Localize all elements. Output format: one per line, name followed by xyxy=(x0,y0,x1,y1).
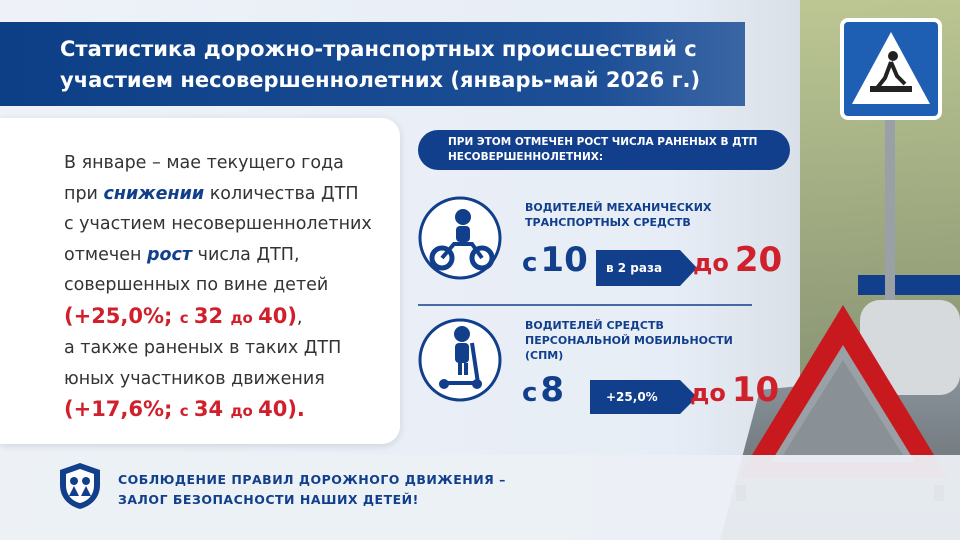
text-segment: , xyxy=(296,307,303,328)
footer-band xyxy=(0,455,960,540)
from-number: 8 xyxy=(540,370,565,410)
label-line: ВОДИТЕЛЕЙ МЕХАНИЧЕСКИХ xyxy=(525,201,712,214)
text-segment: 40). xyxy=(258,397,305,421)
title-line: Статистика дорожно-транспортных происшес… xyxy=(60,37,697,61)
text-segment: до xyxy=(230,402,259,420)
text-segment: а также раненых в таких ДТП xyxy=(64,338,342,358)
summary-line: с участием несовершеннолетних xyxy=(64,209,372,240)
text-segment: с xyxy=(179,308,194,327)
text-segment: отмечен xyxy=(64,244,147,265)
text-segment: 32 xyxy=(193,303,231,328)
item-label: ВОДИТЕЛЕЙ СРЕДСТВ ПЕРСОНАЛЬНОЙ МОБИЛЬНОСТ… xyxy=(525,318,733,363)
text-segment: с участием несовершеннолетних xyxy=(64,214,372,234)
summary-line: юных участников движения xyxy=(64,364,372,395)
text-segment: рост xyxy=(146,244,193,265)
to-word: до xyxy=(693,249,729,277)
title-line: участием несовершеннолетних (январь-май … xyxy=(60,68,701,92)
from-number: 10 xyxy=(540,240,588,280)
header-line: НЕСОВЕРШЕННОЛЕТНИХ: xyxy=(448,151,604,163)
text-segment: с xyxy=(179,402,194,420)
text-segment: В январе – мае текущего года xyxy=(64,153,344,173)
text-segment: (+17,6%; xyxy=(64,397,180,421)
from-word: с xyxy=(522,378,538,408)
title: Статистика дорожно-транспортных происшес… xyxy=(0,22,745,106)
footer-line: ЗАЛОГ БЕЗОПАСНОСТИ НАШИХ ДЕТЕЙ! xyxy=(118,492,419,507)
summary-line: В январе – мае текущего года xyxy=(64,148,372,179)
to-number: 10 xyxy=(731,370,780,410)
text-segment: юных участников движения xyxy=(64,368,325,389)
label-line: (СПМ) xyxy=(525,349,564,362)
from-value: с8 xyxy=(522,370,564,410)
from-value: с10 xyxy=(522,240,588,280)
text-segment: до xyxy=(230,308,259,327)
header-line: ПРИ ЭТОМ ОТМЕЧЕН РОСТ ЧИСЛА РАНЕНЫХ В ДТ… xyxy=(448,136,758,148)
change-label: в 2 раза xyxy=(606,261,663,275)
text-segment: совершенных по вине детей xyxy=(64,275,329,295)
change-label: +25,0% xyxy=(606,390,658,404)
text-segment: количества ДТП xyxy=(204,183,359,204)
item-label: ВОДИТЕЛЕЙ МЕХАНИЧЕСКИХ ТРАНСПОРТНЫХ СРЕДС… xyxy=(525,200,711,230)
text-segment: снижении xyxy=(103,183,205,204)
to-value: до 20 xyxy=(693,240,782,280)
text-segment: 34 xyxy=(193,397,231,421)
summary-line: (+25,0%; с 32 до 40), xyxy=(64,301,372,334)
summary-line: отмечен рост числа ДТП, xyxy=(64,240,372,271)
panel-header: ПРИ ЭТОМ ОТМЕЧЕН РОСТ ЧИСЛА РАНЕНЫХ В ДТ… xyxy=(418,130,790,170)
summary-line: совершенных по вине детей xyxy=(64,270,372,301)
to-word: до xyxy=(690,379,726,407)
shield-icon xyxy=(60,463,100,509)
label-line: ТРАНСПОРТНЫХ СРЕДСТВ xyxy=(525,216,691,229)
footer-line: СОБЛЮДЕНИЕ ПРАВИЛ ДОРОЖНОГО ДВИЖЕНИЯ – xyxy=(118,472,506,487)
footer-text: СОБЛЮДЕНИЕ ПРАВИЛ ДОРОЖНОГО ДВИЖЕНИЯ – ЗА… xyxy=(118,470,506,510)
summary-card xyxy=(0,118,400,444)
text-segment: числа ДТП, xyxy=(192,244,300,265)
from-word: с xyxy=(522,248,538,278)
label-line: ВОДИТЕЛЕЙ СРЕДСТВ xyxy=(525,319,664,332)
summary-line: а также раненых в таких ДТП xyxy=(64,333,372,364)
text-segment: при xyxy=(64,183,104,204)
text-segment: 40) xyxy=(258,303,297,328)
label-line: ПЕРСОНАЛЬНОЙ МОБИЛЬНОСТИ xyxy=(525,334,733,347)
summary-line: при снижении количества ДТП xyxy=(64,179,372,210)
to-value: до 10 xyxy=(690,370,779,410)
to-number: 20 xyxy=(734,240,783,280)
summary-line: (+17,6%; с 34 до 40). xyxy=(64,394,372,427)
text-segment: (+25,0%; xyxy=(64,303,180,328)
summary-text: В январе – мае текущего года при снижении… xyxy=(64,148,372,427)
